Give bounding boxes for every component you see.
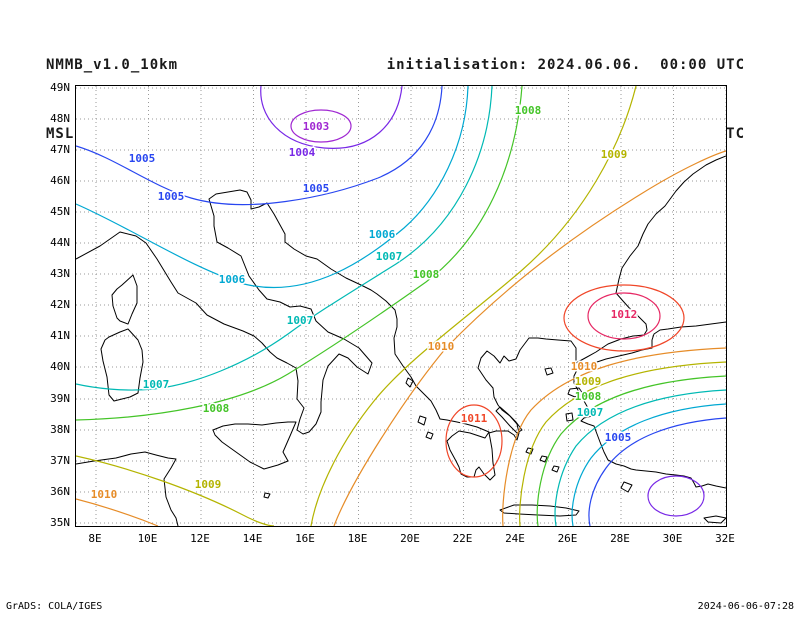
init-time: initialisation: 2024.06.06. 00:00 UTC [386,57,745,73]
isobar-1007 [554,389,726,526]
isobar-1010 [76,498,159,526]
coastline-path [565,412,574,422]
isobar-label: 1010 [571,360,598,373]
lat-tick-label: 44N [50,236,70,249]
isobar-1010 [333,150,726,526]
isobar-label: 1003 [303,120,330,133]
pressure-map-svg: 1003 1004 1005 1005 1005 1006 1006 1007 1007 1007… [76,86,726,526]
coastline-path [76,451,179,526]
lon-tick-label: 22E [452,532,473,545]
isobar-label: 1011 [461,412,488,425]
isobar-1005 [76,86,443,206]
isobar-1007 [76,86,493,391]
isobar-label: 1007 [577,406,604,419]
isobar-1009 [310,86,637,526]
isobar-label: 1010 [428,340,455,353]
isobar-1011 [563,284,685,352]
isobar-1006 [571,403,726,526]
coastline-path [405,377,414,388]
isobar-1005 [588,417,726,526]
isobar-1003 [290,109,352,143]
isobar-label: 1010 [91,488,118,501]
lon-tick-label: 12E [190,532,210,545]
lat-tick-label: 43N [50,267,70,280]
isobar-1006 [76,86,469,289]
coastline-path [551,465,560,473]
lon-tick-label: 18E [347,532,368,545]
coastline-path [499,504,580,517]
coastline-path [417,415,427,426]
isobar-label: 1009 [575,375,602,388]
lon-tick-label: 28E [610,532,630,545]
lat-tick-label: 45N [50,205,70,218]
coastline-path [100,328,144,402]
lat-tick-label: 42N [50,298,70,311]
lat-tick-label: 37N [50,454,70,467]
isobar-label: 1005 [158,190,185,203]
isobar-label: 1005 [605,431,632,444]
isobar-1012 [587,292,661,340]
lat-tick-label: 48N [50,112,70,125]
isobar-label: 1007 [287,314,314,327]
isobar-label: 1004 [289,146,316,159]
coastline-path [544,367,554,376]
isobar-1009 [519,361,726,526]
coastline-path [573,321,726,489]
isobar-label: 1006 [369,228,396,241]
lat-tick-label: 36N [50,485,70,498]
isobar-1009 [76,455,275,526]
isobar-label: 1009 [195,478,222,491]
lon-tick-label: 16E [295,532,315,545]
isobar-label: 1007 [143,378,170,391]
lon-tick-label: 8E [88,532,102,545]
isobar-label: 1008 [575,390,602,403]
isobar-1008 [536,375,726,526]
lat-tick-label: 38N [50,423,70,436]
isobar-label: 1005 [129,152,156,165]
isobar-label: 1005 [303,182,330,195]
grads-credit: GrADS: COLA/IGES [6,601,103,612]
isobar-label: 1008 [413,268,440,281]
coastline-path [111,274,138,325]
lon-tick-label: 26E [557,532,578,545]
coastline-path [76,155,726,481]
lat-tick-label: 49N [50,81,70,94]
coastline-path [620,481,633,493]
coastline-path [263,492,271,499]
isobar-1008 [76,86,523,421]
isobar-1004 [260,86,403,149]
isobar-label: 1008 [515,104,542,117]
creation-timestamp: 2024-06-06-07:28 [697,601,794,612]
lon-tick-label: 10E [137,532,158,545]
isobar-label: 1012 [611,308,638,321]
model-title: NMMB_v1.0_10km [46,57,179,73]
lon-tick-label: 24E [505,532,525,545]
map-frame: 1003 1004 1005 1005 1005 1006 1006 1007 1007 1007… [75,85,727,527]
lat-tick-label: 46N [50,174,70,187]
coastline-path [703,515,726,524]
lon-tick-label: 20E [400,532,420,545]
isobar-label: 1007 [376,250,403,263]
isobar-1011 [445,404,503,478]
isobar-1010 [502,347,726,526]
lat-tick-label: 47N [50,143,70,156]
isobar-label: 1009 [601,148,628,161]
isobar-1004 [647,475,705,517]
lat-tick-label: 40N [50,360,70,373]
coastline-path [425,431,434,440]
coastline-path [539,455,548,463]
lon-tick-label: 30E [662,532,683,545]
isobar-label: 1006 [219,273,246,286]
lat-tick-label: 39N [50,392,70,405]
isobar-label: 1008 [203,402,230,415]
coastline-path [212,421,297,470]
lat-tick-label: 35N [50,516,70,529]
lon-tick-label: 32E [715,532,735,545]
lon-tick-label: 14E [242,532,263,545]
lat-tick-label: 41N [50,329,70,342]
coastline-path [495,406,523,434]
